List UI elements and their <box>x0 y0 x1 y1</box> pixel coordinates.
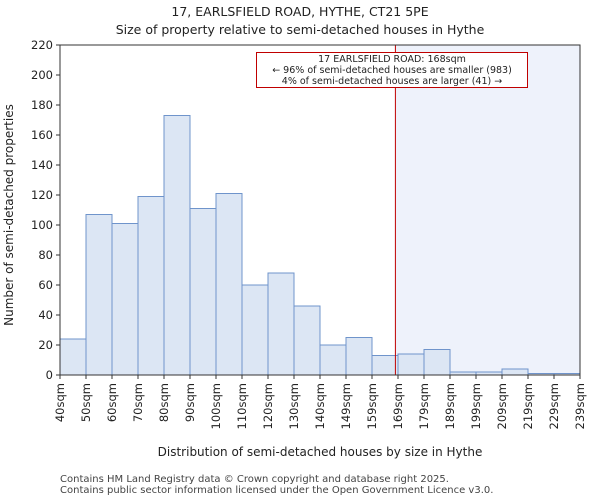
x-tick-label: 110sqm <box>235 383 249 429</box>
x-tick-label: 100sqm <box>209 383 223 429</box>
y-tick-label: 80 <box>38 248 53 262</box>
x-tick-label: 219sqm <box>521 383 535 429</box>
x-tick-label: 179sqm <box>417 383 431 429</box>
bar-130sqm <box>293 305 321 376</box>
footer-line-1: Contains HM Land Registry data © Crown c… <box>60 474 449 485</box>
annotation-box: 17 EARLSFIELD ROAD: 168sqm ← 96% of semi… <box>256 52 528 88</box>
y-axis-label: Number of semi-detached properties <box>2 104 16 326</box>
x-axis-label: Distribution of semi-detached houses by … <box>157 445 483 459</box>
x-tick-label: 120sqm <box>261 383 275 429</box>
x-tick-label: 209sqm <box>495 383 509 429</box>
x-tick-label: 50sqm <box>79 383 93 422</box>
y-tick-label: 180 <box>31 98 53 112</box>
x-tick-label: 199sqm <box>469 383 483 429</box>
x-tick-label: 80sqm <box>157 383 171 422</box>
y-tick-label: 100 <box>31 218 53 232</box>
x-tick-label: 40sqm <box>53 383 67 422</box>
bar-209sqm <box>501 368 529 376</box>
bar-70sqm <box>137 196 165 376</box>
bar-149sqm <box>345 337 373 376</box>
x-tick-label: 90sqm <box>183 383 197 422</box>
bar-120sqm <box>267 272 295 376</box>
bar-80sqm <box>163 115 191 376</box>
x-tick-label: 70sqm <box>131 383 145 422</box>
annotation-line-2: ← 96% of semi-detached houses are smalle… <box>272 65 512 76</box>
bar-110sqm <box>241 284 269 376</box>
bar-90sqm <box>189 208 217 376</box>
y-tick-label: 140 <box>31 158 53 172</box>
x-tick-label: 60sqm <box>105 383 119 422</box>
x-tick-label: 229sqm <box>547 383 561 429</box>
y-tick-label: 20 <box>38 338 53 352</box>
bar-40sqm <box>59 338 87 376</box>
y-tick-label: 60 <box>38 278 53 292</box>
bar-100sqm <box>215 193 243 376</box>
bar-60sqm <box>111 223 139 376</box>
annotation-line-3: 4% of semi-detached houses are larger (4… <box>281 76 503 87</box>
x-tick-label: 149sqm <box>339 383 353 429</box>
x-tick-label: 159sqm <box>365 383 379 429</box>
bar-159sqm <box>371 355 399 376</box>
x-tick-label: 140sqm <box>313 383 327 429</box>
y-tick-label: 0 <box>46 368 53 382</box>
x-tick-label: 189sqm <box>443 383 457 429</box>
bar-140sqm <box>319 344 347 376</box>
chart-subtitle: Size of property relative to semi-detach… <box>115 22 485 37</box>
annotation-line-1: 17 EARLSFIELD ROAD: 168sqm <box>318 54 466 65</box>
x-tick-label: 169sqm <box>391 383 405 429</box>
y-tick-label: 220 <box>31 38 53 52</box>
bar-179sqm <box>423 349 451 376</box>
highlight-region <box>395 45 580 375</box>
footer-line-2: Contains public sector information licen… <box>60 485 494 496</box>
y-tick-label: 40 <box>38 308 53 322</box>
chart-title: 17, EARLSFIELD ROAD, HYTHE, CT21 5PE <box>171 4 429 19</box>
x-tick-label: 239sqm <box>573 383 587 429</box>
y-tick-label: 120 <box>31 188 53 202</box>
bar-50sqm <box>85 214 113 376</box>
x-tick-label: 130sqm <box>287 383 301 429</box>
y-tick-label: 200 <box>31 68 53 82</box>
bar-169sqm <box>397 353 425 376</box>
y-tick-label: 160 <box>31 128 53 142</box>
